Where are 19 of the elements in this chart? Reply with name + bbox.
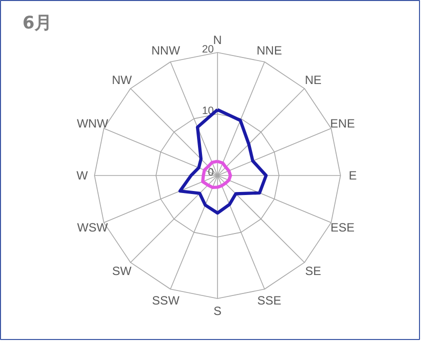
spoke-label: N [213, 33, 222, 48]
spoke-label: WNW [76, 116, 109, 131]
spoke-label: NNW [151, 44, 181, 58]
spoke-label: SE [305, 264, 322, 278]
spoke-label: SSE [257, 294, 282, 308]
spoke-label: SSW [152, 294, 180, 308]
spoke-label: WSW [77, 220, 108, 234]
spoke-label: E [348, 168, 357, 182]
spoke-label: ENE [330, 116, 355, 131]
y-tick-label: 0 [208, 166, 214, 178]
spoke-label: S [214, 304, 222, 318]
spoke-label: NNE [256, 44, 282, 58]
spoke-label: SW [112, 264, 132, 278]
spoke-label: NE [304, 72, 322, 87]
y-tick-label: 20 [202, 44, 214, 56]
chart-title: 6月 [22, 14, 52, 34]
spoke-label: ESE [330, 220, 355, 234]
spoke-label: W [76, 168, 89, 182]
spoke-label: NW [112, 72, 132, 87]
